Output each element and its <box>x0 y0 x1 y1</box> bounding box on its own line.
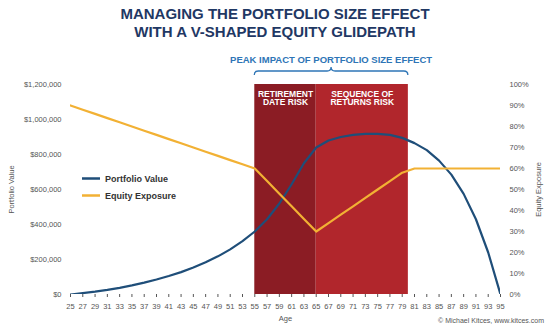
svg-text:53: 53 <box>238 302 246 311</box>
svg-text:41: 41 <box>165 302 173 311</box>
html-text:© Michael Kitces, www.kitces.c: © Michael Kitces, www.kitces.com <box>438 317 544 324</box>
svg-text:37: 37 <box>140 302 148 311</box>
svg-text:$0: $0 <box>53 290 61 299</box>
svg-text:PEAK IMPACT OF PORTFOLIO SIZE: PEAK IMPACT OF PORTFOLIO SIZE EFFECT <box>230 54 432 65</box>
svg-text:29: 29 <box>91 302 99 311</box>
svg-text:$1,200,000: $1,200,000 <box>24 80 62 89</box>
svg-text:47: 47 <box>201 302 209 311</box>
svg-text:RETIREMENTDATE RISK: RETIREMENTDATE RISK <box>258 89 314 108</box>
svg-text:35: 35 <box>128 302 136 311</box>
svg-text:85: 85 <box>435 302 443 311</box>
svg-text:83: 83 <box>423 302 431 311</box>
svg-text:49: 49 <box>214 302 222 311</box>
svg-text:57: 57 <box>263 302 271 311</box>
svg-text:89: 89 <box>459 302 467 311</box>
svg-text:67: 67 <box>324 302 332 311</box>
svg-text:87: 87 <box>447 302 455 311</box>
svg-text:31: 31 <box>103 302 111 311</box>
svg-text:59: 59 <box>275 302 283 311</box>
svg-text:79: 79 <box>398 302 406 311</box>
html-text:MANAGING THE PORTFOLIO SIZE EF: MANAGING THE PORTFOLIO SIZE EFFECT WITH … <box>120 5 430 40</box>
svg-text:43: 43 <box>177 302 185 311</box>
svg-text:Portfolio Value: Portfolio Value <box>7 165 16 213</box>
svg-text:20%: 20% <box>510 248 525 257</box>
svg-text:51: 51 <box>226 302 234 311</box>
svg-text:65: 65 <box>312 302 320 311</box>
svg-text:71: 71 <box>349 302 357 311</box>
svg-text:$200,000: $200,000 <box>30 255 61 264</box>
svg-text:69: 69 <box>337 302 345 311</box>
svg-text:75: 75 <box>373 302 381 311</box>
svg-text:91: 91 <box>472 302 480 311</box>
svg-text:80%: 80% <box>510 122 525 131</box>
svg-text:50%: 50% <box>510 185 525 194</box>
svg-text:10%: 10% <box>510 269 525 278</box>
svg-text:45: 45 <box>189 302 197 311</box>
svg-text:77: 77 <box>386 302 394 311</box>
svg-text:63: 63 <box>300 302 308 311</box>
svg-text:SEQUENCE OFRETURNS RISK: SEQUENCE OFRETURNS RISK <box>330 89 395 108</box>
svg-text:Equity Exposure: Equity Exposure <box>105 191 176 201</box>
svg-text:70%: 70% <box>510 143 525 152</box>
svg-text:$400,000: $400,000 <box>30 220 61 229</box>
svg-text:25: 25 <box>66 302 74 311</box>
svg-text:27: 27 <box>79 302 87 311</box>
svg-text:Equity Exposure: Equity Exposure <box>534 162 543 217</box>
svg-text:$600,000: $600,000 <box>30 185 61 194</box>
svg-text:90%: 90% <box>510 101 525 110</box>
svg-text:33: 33 <box>115 302 123 311</box>
svg-text:93: 93 <box>484 302 492 311</box>
svg-text:55: 55 <box>251 302 259 311</box>
svg-text:39: 39 <box>152 302 160 311</box>
svg-text:Portfolio Value: Portfolio Value <box>105 174 168 184</box>
svg-text:73: 73 <box>361 302 369 311</box>
svg-text:40%: 40% <box>510 206 525 215</box>
svg-text:100%: 100% <box>510 80 530 89</box>
svg-text:95: 95 <box>496 302 504 311</box>
svg-text:81: 81 <box>410 302 418 311</box>
svg-text:0%: 0% <box>510 290 521 299</box>
svg-text:$1,000,000: $1,000,000 <box>24 115 62 124</box>
svg-text:Age: Age <box>279 314 292 323</box>
svg-text:60%: 60% <box>510 164 525 173</box>
svg-text:$800,000: $800,000 <box>30 150 61 159</box>
svg-text:61: 61 <box>287 302 295 311</box>
svg-text:30%: 30% <box>510 227 525 236</box>
